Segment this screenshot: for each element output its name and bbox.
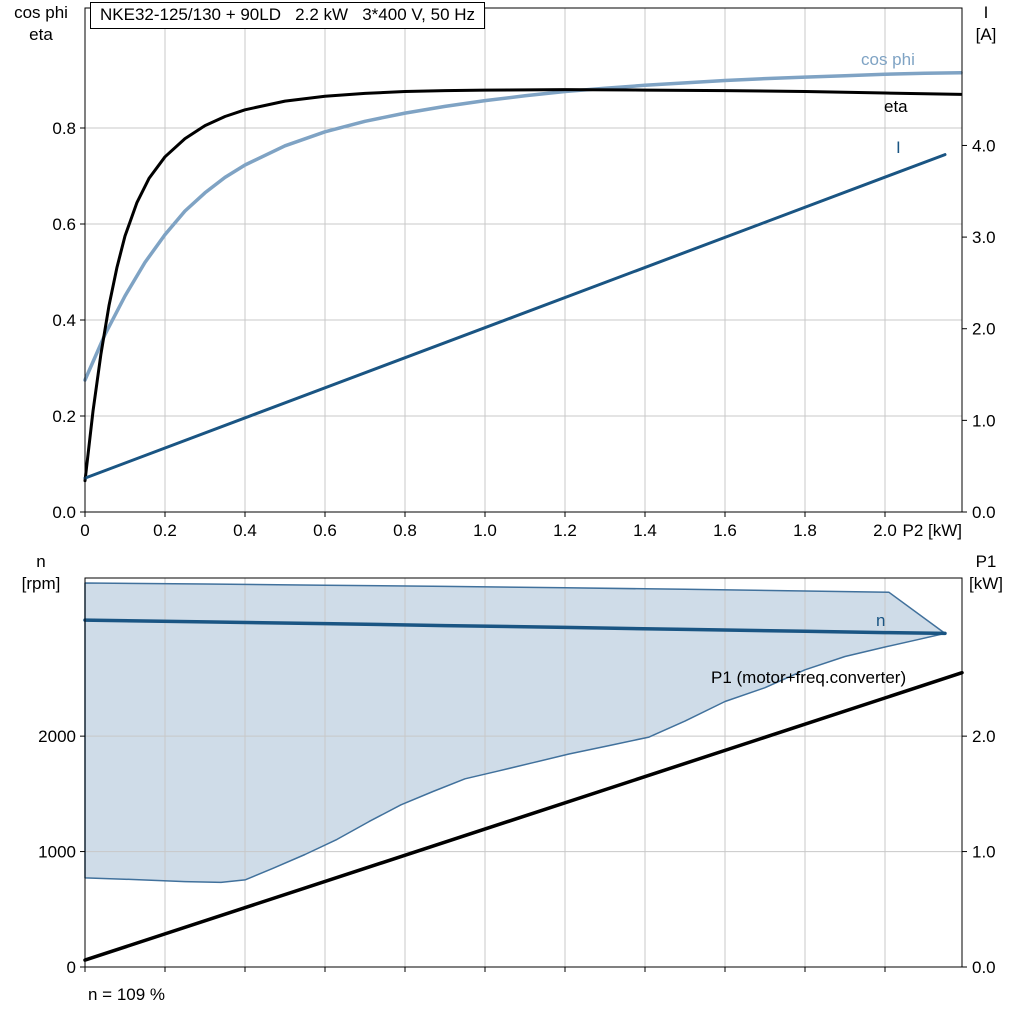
axis-title-current-unit: [A] xyxy=(975,25,997,44)
tick-label: 0.2 xyxy=(52,407,76,426)
tick-label: 2.0 xyxy=(972,320,996,339)
axis-title-current: I xyxy=(983,3,989,22)
tick-label: 2.0 xyxy=(873,521,897,540)
tick-label: 0.6 xyxy=(52,215,76,234)
tick-label: 2.0 xyxy=(972,727,996,746)
speed-range-area-border xyxy=(84,582,946,884)
axis-title-p1-unit: [kW] xyxy=(969,574,1003,593)
axis-title-eta: eta xyxy=(29,25,53,44)
plot-frame xyxy=(84,7,963,513)
tick-label: 0 xyxy=(80,521,89,540)
tick-label: 1.4 xyxy=(633,521,657,540)
tick-label: 3.0 xyxy=(972,228,996,247)
current-curve-label: I xyxy=(896,138,901,157)
eta-curve-label: eta xyxy=(884,97,908,116)
speed-range-area-fill xyxy=(85,583,945,883)
curve-current xyxy=(83,153,947,480)
chart-title-box: NKE32-125/130 + 90LD 2.2 kW 3*400 V, 50 … xyxy=(90,2,486,29)
tick-label: 0.0 xyxy=(52,503,76,522)
tick-label: 0.8 xyxy=(393,521,417,540)
tick-label: 2000 xyxy=(38,727,76,746)
axis-title-speed: n xyxy=(36,552,46,571)
tick-label: 1.2 xyxy=(553,521,577,540)
plot-frame xyxy=(84,577,963,968)
curve-speed xyxy=(83,618,947,636)
tick-label: 1000 xyxy=(38,843,76,862)
tick-label: 0.8 xyxy=(52,119,76,138)
tick-label: 1.6 xyxy=(713,521,737,540)
tick-label: 1.0 xyxy=(473,521,497,540)
chart-top: 0 0.2 0.4 0.6 0.8 1.0 1.2 1.4 1.6 1.8 2.0 0.0 0.2 0.4… xyxy=(52,7,996,540)
bottom-chart-right-axis-title: P1 [kW] xyxy=(956,551,1016,595)
tick-label: 0 xyxy=(67,958,76,977)
top-chart-left-axis-title: cos phi eta xyxy=(2,2,80,46)
tick-label: 1.0 xyxy=(972,843,996,862)
p1-curve-label: P1 (motor+freq.converter) xyxy=(711,668,907,687)
tick-label: 0.4 xyxy=(233,521,257,540)
top-chart-right-axis-title: I [A] xyxy=(956,2,1016,46)
tick-label: 0.0 xyxy=(972,503,996,522)
speed-curve-label: n xyxy=(876,611,886,630)
tick-label: 1.0 xyxy=(972,411,996,430)
tick-label: 0.0 xyxy=(972,958,996,977)
curve-cos-phi xyxy=(83,71,963,382)
curve-eta xyxy=(83,88,963,483)
tick-label: 4.0 xyxy=(972,136,996,155)
bottom-chart-left-axis-title: n [rpm] xyxy=(2,551,80,595)
tick-label: 0.6 xyxy=(313,521,337,540)
speed-percent-footnote: n = 109 % xyxy=(88,985,166,1004)
chart-bottom: 0 1000 2000 0.0 1.0 2.0 xyxy=(38,577,996,977)
axis-title-p1: P1 xyxy=(975,552,997,571)
tick-label: 0.4 xyxy=(52,311,76,330)
curve-p1 xyxy=(83,670,964,962)
tick-label: 1.8 xyxy=(793,521,817,540)
axis-title-speed-unit: [rpm] xyxy=(21,574,61,593)
cos-phi-curve-label: cos phi xyxy=(861,50,915,69)
axis-title-cos-phi: cos phi xyxy=(14,3,68,22)
tick-label: 0.2 xyxy=(153,521,177,540)
tick-label: P2 [kW] xyxy=(902,521,962,540)
